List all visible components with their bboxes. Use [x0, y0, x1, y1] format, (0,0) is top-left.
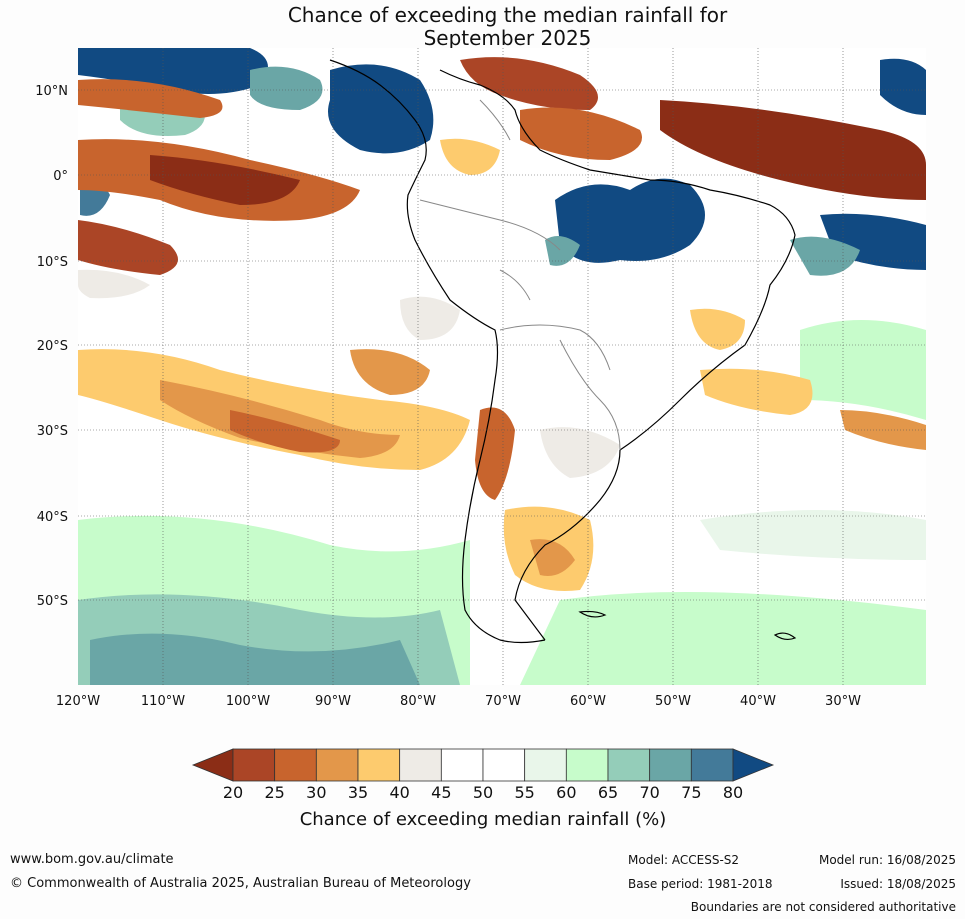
- colorbar-tick-label: 35: [348, 783, 368, 802]
- colorbar-segment: [482, 748, 526, 782]
- colorbar: [191, 748, 775, 782]
- lon-label: 50°W: [655, 694, 691, 709]
- lon-label: 30°W: [825, 694, 861, 709]
- lon-label: 80°W: [400, 694, 436, 709]
- colorbar-tick-label: 65: [598, 783, 618, 802]
- lon-label: 100°W: [226, 694, 270, 709]
- title-line-2: September 2025: [423, 26, 592, 50]
- website-text: www.bom.gov.au/climate: [10, 852, 174, 867]
- title-line-1: Chance of exceeding the median rainfall …: [287, 3, 728, 27]
- teal-dark-region: [90, 633, 420, 685]
- country-borders: [419, 99, 621, 451]
- colorbar-tick-label: 55: [514, 783, 534, 802]
- colorbar-segment: [315, 748, 359, 782]
- lat-label: 0°: [53, 169, 68, 184]
- colorbar-label: Chance of exceeding median rainfall (%): [300, 809, 667, 830]
- latitude-labels: 10°N 0° 10°S 20°S 30°S 40°S 50°S: [35, 84, 68, 609]
- model-text: Model: ACCESS-S2: [628, 853, 740, 867]
- lat-label: 10°N: [35, 84, 68, 99]
- colorbar-segment: [524, 748, 567, 782]
- coastline: [329, 59, 797, 644]
- dry-region-chile: [475, 407, 515, 500]
- lat-label: 30°S: [37, 424, 68, 439]
- graticule: [78, 48, 926, 685]
- base-period-text: Base period: 1981-2018: [628, 877, 773, 891]
- light-green-region: [700, 510, 926, 560]
- colorbar-segment: [232, 748, 276, 782]
- longitude-labels: 120°W 110°W 100°W 90°W 80°W 70°W 60°W 50…: [56, 694, 861, 709]
- colorbar-tick-label: 25: [264, 783, 284, 802]
- issued-text: Issued: 18/08/2025: [840, 877, 956, 891]
- colorbar-extend-low: [191, 748, 234, 782]
- lon-label: 120°W: [56, 694, 100, 709]
- colorbar-segment: [440, 748, 484, 782]
- dry-region-caribbean: [460, 57, 598, 110]
- lon-label: 40°W: [740, 694, 776, 709]
- colorbar-tick-label: 60: [556, 783, 576, 802]
- lon-label: 60°W: [570, 694, 606, 709]
- colorbar-segment: [399, 748, 442, 782]
- green-region-se: [520, 592, 926, 685]
- lon-label: 110°W: [141, 694, 185, 709]
- colorbar-tick-label: 45: [431, 783, 451, 802]
- disclaimer-text: Boundaries are not considered authoritat…: [690, 900, 956, 914]
- map-title: Chance of exceeding the median rainfall …: [0, 4, 965, 50]
- colorbar-tick-label: 50: [473, 783, 493, 802]
- colorbar-tick-label: 70: [639, 783, 659, 802]
- colorbar-tick-label: 75: [681, 783, 701, 802]
- colorbar-segment: [649, 748, 692, 782]
- model-run-text: Model run: 16/08/2025: [818, 853, 956, 867]
- colorbar-tick-label: 40: [389, 783, 409, 802]
- colorbar-extend-high: [732, 748, 775, 782]
- colorbar-tick-labels: 20 25 30 35 40 45 50 55 60 65 70 75 80: [223, 783, 743, 802]
- colorbar-segment: [274, 748, 317, 782]
- colorbar-tick-label: 30: [306, 783, 326, 802]
- rainfall-field: [78, 48, 926, 685]
- blue-region-panama: [328, 64, 434, 154]
- copyright-text: © Commonwealth of Australia 2025, Austra…: [10, 876, 471, 891]
- lon-label: 70°W: [485, 694, 521, 709]
- colorbar-segment: [607, 748, 651, 782]
- lat-label: 40°S: [37, 510, 68, 525]
- lat-label: 50°S: [37, 594, 68, 609]
- colorbar-segment: [357, 748, 401, 782]
- lon-label: 90°W: [315, 694, 351, 709]
- blue-region-nw: [78, 48, 268, 94]
- lat-label: 10°S: [37, 255, 68, 270]
- colorbar-segment: [565, 748, 609, 782]
- dry-band-atlantic: [660, 100, 926, 200]
- blue-region-amazon: [555, 178, 705, 263]
- colorbar-segment: [690, 748, 734, 782]
- map-panel: [78, 48, 926, 685]
- colorbar-tick-label: 80: [723, 783, 743, 802]
- colorbar-tick-label: 20: [223, 783, 243, 802]
- lat-label: 20°S: [37, 339, 68, 354]
